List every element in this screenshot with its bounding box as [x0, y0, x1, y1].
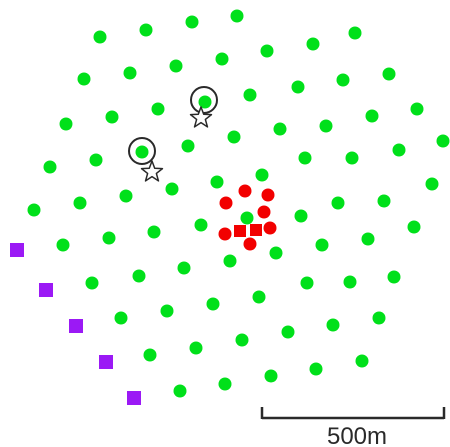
red-station — [219, 196, 233, 210]
red-station — [238, 184, 252, 198]
green-station — [382, 67, 396, 81]
green-station — [387, 270, 401, 284]
green-station — [77, 72, 91, 86]
green-station — [365, 109, 379, 123]
green-station — [135, 145, 149, 159]
red-square-marker — [250, 224, 262, 236]
purple-marker — [39, 283, 53, 297]
star-icon — [140, 160, 164, 182]
red-station — [261, 188, 275, 202]
red-square-marker — [234, 225, 246, 237]
red-station — [218, 227, 232, 241]
green-station — [189, 341, 203, 355]
scale-bar-label: 500m — [327, 423, 387, 447]
green-station — [89, 153, 103, 167]
green-station — [93, 30, 107, 44]
green-station — [73, 196, 87, 210]
green-station — [227, 130, 241, 144]
green-station — [105, 110, 119, 124]
green-station — [43, 160, 57, 174]
green-station — [123, 66, 137, 80]
green-station — [291, 80, 305, 94]
green-station — [392, 143, 406, 157]
green-station — [345, 151, 359, 165]
highlight-layer — [128, 86, 218, 182]
green-station — [181, 139, 195, 153]
green-station — [230, 9, 244, 23]
green-station — [425, 177, 439, 191]
green-station — [315, 238, 329, 252]
green-station — [300, 276, 314, 290]
green-station — [185, 15, 199, 29]
green-station — [410, 102, 424, 116]
green-station — [260, 44, 274, 58]
purple-marker — [99, 355, 113, 369]
green-station — [269, 246, 283, 260]
green-station — [252, 290, 266, 304]
green-station — [198, 95, 212, 109]
green-station — [331, 196, 345, 210]
red-station — [257, 205, 271, 219]
green-station — [27, 203, 41, 217]
green-station — [139, 23, 153, 37]
green-station — [165, 182, 179, 196]
green-station — [114, 311, 128, 325]
purple-marker-layer — [10, 243, 141, 405]
green-station — [240, 211, 254, 225]
green-station — [177, 261, 191, 275]
highlight-ring — [128, 137, 156, 165]
green-station — [235, 333, 249, 347]
green-station — [102, 231, 116, 245]
star-icon — [189, 106, 213, 128]
purple-marker — [10, 243, 24, 257]
green-station — [194, 218, 208, 232]
green-station — [298, 151, 312, 165]
green-station — [407, 220, 421, 234]
green-station — [309, 362, 323, 376]
purple-marker — [69, 319, 83, 333]
green-station — [348, 26, 362, 40]
green-station — [206, 297, 220, 311]
green-station — [273, 122, 287, 136]
red-station — [263, 221, 277, 235]
scale-bar: 500m — [260, 407, 446, 447]
green-station — [119, 189, 133, 203]
green-station — [372, 311, 386, 325]
green-station — [361, 232, 375, 246]
green-station — [143, 348, 157, 362]
green-station — [326, 318, 340, 332]
green-station — [306, 37, 320, 51]
green-station — [336, 73, 350, 87]
green-station — [132, 269, 146, 283]
green-station — [223, 254, 237, 268]
green-station — [210, 175, 224, 189]
purple-marker — [127, 391, 141, 405]
green-station — [343, 275, 357, 289]
green-station — [85, 276, 99, 290]
green-station — [56, 238, 70, 252]
red-station — [243, 237, 257, 251]
green-station — [59, 117, 73, 131]
green-station — [243, 88, 257, 102]
green-station — [355, 354, 369, 368]
green-station — [264, 369, 278, 383]
green-station — [218, 377, 232, 391]
green-station — [281, 325, 295, 339]
green-station — [151, 102, 165, 116]
green-station — [215, 52, 229, 66]
green-station-layer — [27, 9, 450, 398]
green-station — [169, 59, 183, 73]
green-station — [147, 225, 161, 239]
green-station — [294, 209, 308, 223]
green-station — [160, 304, 174, 318]
green-station — [255, 168, 269, 182]
red-station-layer — [218, 184, 277, 251]
green-station — [377, 194, 391, 208]
green-station — [319, 119, 333, 133]
green-station — [173, 384, 187, 398]
green-station — [436, 134, 450, 148]
